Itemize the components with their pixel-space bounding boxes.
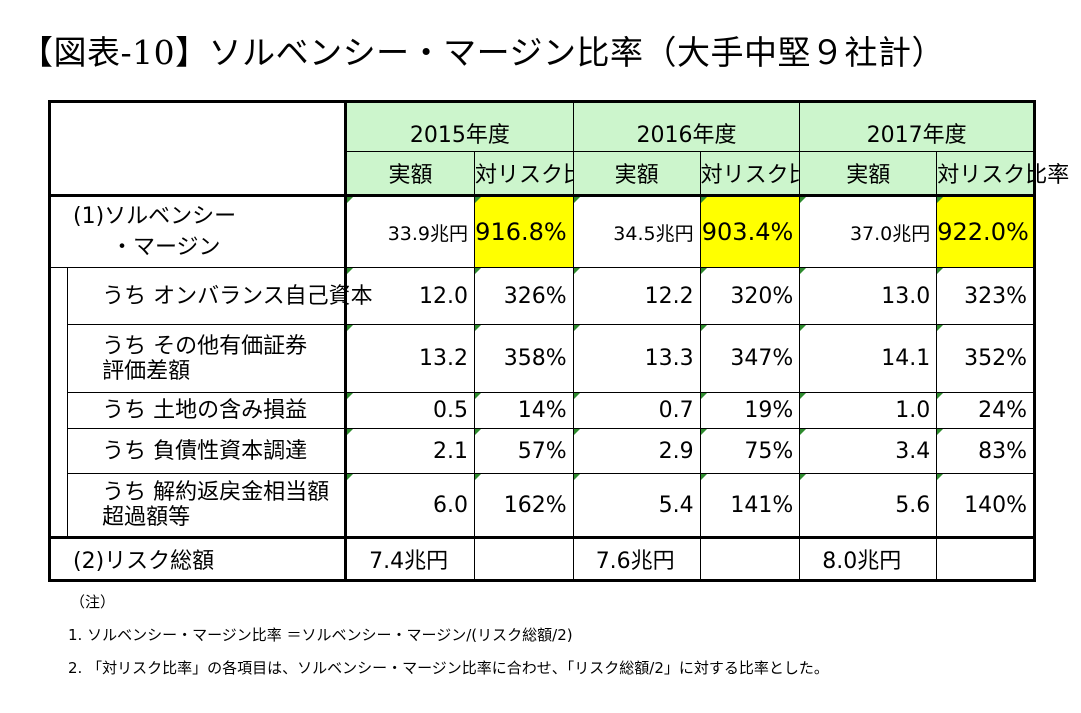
indent-spacer (47, 324, 69, 393)
sub-row-label-line1: うち 解約返戻金相当額 (102, 480, 330, 505)
sub-amount: 2.1 (345, 428, 475, 474)
indent-spacer (47, 428, 69, 474)
page-title: 【図表-10】ソルベンシー・マージン比率（大手中堅９社計） (20, 33, 945, 72)
sub-row-label-line2: 評価差額 (102, 358, 191, 384)
sub-ratio: 14% (474, 392, 574, 429)
sm-ratio-2017: 922.0% (936, 195, 1036, 268)
sub-ratio: 83% (936, 428, 1036, 474)
sm-amount-2015: 33.9兆円 (345, 195, 475, 268)
solvency-margin-table: 2015年度 2016年度 2017年度 実額 対リスク比率 実額 対リスク比率… (47, 100, 1069, 582)
sub-amount: 2.9 (572, 428, 701, 474)
solvency-margin-label-line2: ・マージン (111, 235, 221, 260)
sub-row-label-line1: うち 負債性資本調達 (102, 438, 308, 464)
year-header-2016: 2016年度 (572, 100, 801, 152)
sub-amount: 6.0 (345, 473, 475, 538)
sub-amount: 1.0 (799, 392, 938, 429)
risk-total-empty-2017 (936, 536, 1036, 582)
sub-amount: 13.3 (572, 324, 701, 393)
sub-amount: 13.0 (799, 267, 938, 325)
sub-row-label: うち 土地の含み損益 (67, 392, 348, 429)
amount-header: 実額 (572, 151, 701, 197)
year-header-2015: 2015年度 (345, 100, 574, 152)
sub-ratio: 358% (474, 324, 574, 393)
sub-ratio: 352% (936, 324, 1036, 393)
sub-row-label-line2: 超過額等 (102, 505, 191, 530)
sub-ratio: 140% (936, 473, 1036, 538)
sub-ratio: 24% (936, 392, 1036, 429)
sub-amount: 5.6 (799, 473, 938, 538)
sub-amount: 14.1 (799, 324, 938, 393)
indent-spacer (47, 392, 69, 429)
notes: （注） 1. ソルベンシー・マージン比率 ＝ソルベンシー・マージン/(リスク総額… (68, 586, 829, 685)
sub-amount: 0.5 (345, 392, 475, 429)
sub-row-label: うち 解約返戻金相当額 超過額等 (67, 473, 348, 538)
risk-total-2017: 8.0兆円 (799, 536, 938, 582)
sub-ratio: 347% (699, 324, 801, 393)
indent-spacer (47, 267, 69, 325)
ratio-header: 対リスク比率 (936, 151, 1069, 197)
sub-amount: 3.4 (799, 428, 938, 474)
sub-amount: 5.4 (572, 473, 701, 538)
risk-total-label: (2)リスク総額 (47, 536, 348, 582)
sub-ratio: 75% (699, 428, 801, 474)
indent-spacer (47, 473, 69, 538)
sub-row-label: うち オンバランス自己資本 (67, 267, 373, 325)
year-header-2017: 2017年度 (799, 100, 1036, 152)
sub-ratio: 57% (474, 428, 574, 474)
sub-amount: 12.0 (345, 267, 475, 325)
risk-total-2016: 7.6兆円 (572, 536, 701, 582)
sub-amount: 0.7 (572, 392, 701, 429)
sub-ratio: 326% (474, 267, 574, 325)
sub-row-label: うち 負債性資本調達 (67, 428, 348, 474)
header-empty-cell (47, 100, 348, 197)
ratio-header: 対リスク比率 (699, 151, 833, 197)
sm-amount-2017: 37.0兆円 (799, 195, 938, 268)
sub-amount: 12.2 (572, 267, 701, 325)
sub-row-label: うち その他有価証券 評価差額 (67, 324, 348, 393)
sm-ratio-2015: 916.8% (474, 195, 574, 268)
sm-ratio-2016: 903.4% (699, 195, 801, 268)
ratio-header: 対リスク比率 (474, 151, 607, 197)
sm-amount-2016: 34.5兆円 (572, 195, 701, 268)
sub-row-label-line1: うち 土地の含み損益 (102, 398, 308, 423)
sub-ratio: 323% (936, 267, 1036, 325)
sub-amount: 13.2 (345, 324, 475, 393)
note-item-2: 2. 「対リスク比率」の各項目は、ソルベンシー・マージン比率に合わせ、「リスク総… (68, 659, 829, 677)
risk-total-empty-2015 (474, 536, 574, 582)
sub-ratio: 141% (699, 473, 801, 538)
notes-heading: （注） (70, 593, 116, 611)
amount-header: 実額 (345, 151, 475, 197)
risk-total-2015: 7.4兆円 (345, 536, 475, 582)
solvency-margin-label-line1: (1)ソルベンシー (73, 204, 237, 229)
sub-ratio: 320% (699, 267, 801, 325)
sub-row-label-line1: うち オンバランス自己資本 (102, 283, 373, 309)
solvency-margin-label: (1)ソルベンシー ・マージン (47, 195, 348, 268)
note-item-1: 1. ソルベンシー・マージン比率 ＝ソルベンシー・マージン/(リスク総額/2) (68, 626, 573, 644)
sub-row-label-line1: うち その他有価証券 (102, 333, 308, 359)
sub-ratio: 162% (474, 473, 574, 538)
amount-header: 実額 (799, 151, 938, 197)
sub-ratio: 19% (699, 392, 801, 429)
risk-total-empty-2016 (699, 536, 801, 582)
